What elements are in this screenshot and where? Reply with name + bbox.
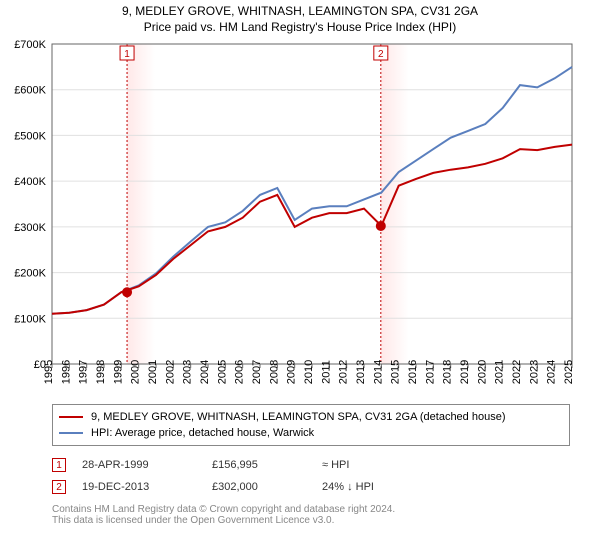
- legend: 9, MEDLEY GROVE, WHITNASH, LEAMINGTON SP…: [52, 404, 570, 446]
- legend-item-hpi: HPI: Average price, detached house, Warw…: [59, 425, 563, 441]
- svg-text:2018: 2018: [442, 360, 454, 384]
- svg-text:2020: 2020: [476, 360, 488, 384]
- svg-text:2012: 2012: [338, 360, 350, 384]
- svg-text:2002: 2002: [164, 360, 176, 384]
- svg-text:1998: 1998: [95, 360, 107, 384]
- chart-title-block: 9, MEDLEY GROVE, WHITNASH, LEAMINGTON SP…: [0, 0, 600, 34]
- svg-text:2013: 2013: [355, 360, 367, 384]
- event-price-1: £156,995: [212, 459, 322, 471]
- svg-text:2001: 2001: [147, 360, 159, 384]
- line-chart-svg: £0£100K£200K£300K£400K£500K£600K£700K121…: [52, 40, 572, 398]
- event-date-2: 19-DEC-2013: [82, 481, 212, 493]
- svg-text:£600K: £600K: [14, 85, 46, 97]
- svg-text:1995: 1995: [43, 360, 55, 384]
- svg-text:1: 1: [124, 49, 130, 60]
- svg-text:2015: 2015: [390, 360, 402, 384]
- svg-text:2010: 2010: [303, 360, 315, 384]
- svg-text:£700K: £700K: [14, 39, 46, 51]
- svg-text:2005: 2005: [216, 360, 228, 384]
- svg-text:2000: 2000: [130, 360, 142, 384]
- footer-line1: Contains HM Land Registry data © Crown c…: [52, 504, 570, 515]
- chart-title-line1: 9, MEDLEY GROVE, WHITNASH, LEAMINGTON SP…: [0, 4, 600, 18]
- event-change-2: 24% ↓ HPI: [322, 481, 412, 493]
- svg-text:2008: 2008: [268, 360, 280, 384]
- event-marker-1: 1: [52, 458, 66, 472]
- svg-text:£300K: £300K: [14, 222, 46, 234]
- svg-text:2007: 2007: [251, 360, 263, 384]
- svg-text:£200K: £200K: [14, 268, 46, 280]
- svg-text:2021: 2021: [494, 360, 506, 384]
- svg-text:2022: 2022: [511, 360, 523, 384]
- legend-text-property: 9, MEDLEY GROVE, WHITNASH, LEAMINGTON SP…: [91, 411, 505, 423]
- svg-text:£400K: £400K: [14, 176, 46, 188]
- footer-line2: This data is licensed under the Open Gov…: [52, 515, 570, 526]
- svg-text:2003: 2003: [182, 360, 194, 384]
- plot-area: £0£100K£200K£300K£400K£500K£600K£700K121…: [52, 40, 600, 398]
- svg-text:2009: 2009: [286, 360, 298, 384]
- event-change-1: ≈ HPI: [322, 459, 412, 471]
- svg-text:2011: 2011: [320, 360, 332, 384]
- legend-item-property: 9, MEDLEY GROVE, WHITNASH, LEAMINGTON SP…: [59, 409, 563, 425]
- event-row-1: 1 28-APR-1999 £156,995 ≈ HPI: [52, 454, 600, 476]
- svg-text:2014: 2014: [372, 360, 384, 384]
- event-marker-2: 2: [52, 480, 66, 494]
- svg-text:2024: 2024: [546, 360, 558, 384]
- chart-title-line2: Price paid vs. HM Land Registry's House …: [0, 20, 600, 34]
- svg-text:2006: 2006: [234, 360, 246, 384]
- svg-text:2023: 2023: [528, 360, 540, 384]
- event-list: 1 28-APR-1999 £156,995 ≈ HPI 2 19-DEC-20…: [52, 454, 600, 498]
- svg-text:2004: 2004: [199, 360, 211, 384]
- event-price-2: £302,000: [212, 481, 322, 493]
- legend-swatch-property: [59, 416, 83, 418]
- svg-text:2: 2: [378, 49, 384, 60]
- svg-text:1997: 1997: [78, 360, 90, 384]
- event-row-2: 2 19-DEC-2013 £302,000 24% ↓ HPI: [52, 476, 600, 498]
- svg-text:2025: 2025: [563, 360, 575, 384]
- event-date-1: 28-APR-1999: [82, 459, 212, 471]
- legend-swatch-hpi: [59, 432, 83, 434]
- svg-text:£100K: £100K: [14, 313, 46, 325]
- legend-text-hpi: HPI: Average price, detached house, Warw…: [91, 427, 314, 439]
- svg-text:2016: 2016: [407, 360, 419, 384]
- footer: Contains HM Land Registry data © Crown c…: [52, 504, 570, 526]
- svg-text:2019: 2019: [459, 360, 471, 384]
- chart-container: 9, MEDLEY GROVE, WHITNASH, LEAMINGTON SP…: [0, 0, 600, 526]
- svg-text:1996: 1996: [60, 360, 72, 384]
- svg-text:£500K: £500K: [14, 130, 46, 142]
- svg-text:2017: 2017: [424, 360, 436, 384]
- svg-text:1999: 1999: [112, 360, 124, 384]
